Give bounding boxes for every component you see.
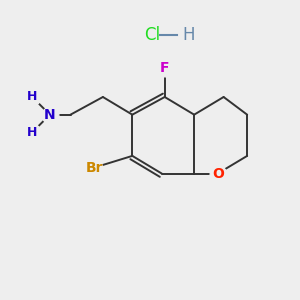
Text: Cl: Cl <box>144 26 160 44</box>
Text: O: O <box>212 167 224 181</box>
Text: H: H <box>27 126 38 139</box>
Text: F: F <box>160 61 169 75</box>
Text: N: N <box>44 108 56 122</box>
Text: H: H <box>27 91 38 103</box>
Text: Br: Br <box>85 161 103 175</box>
Text: H: H <box>182 26 195 44</box>
